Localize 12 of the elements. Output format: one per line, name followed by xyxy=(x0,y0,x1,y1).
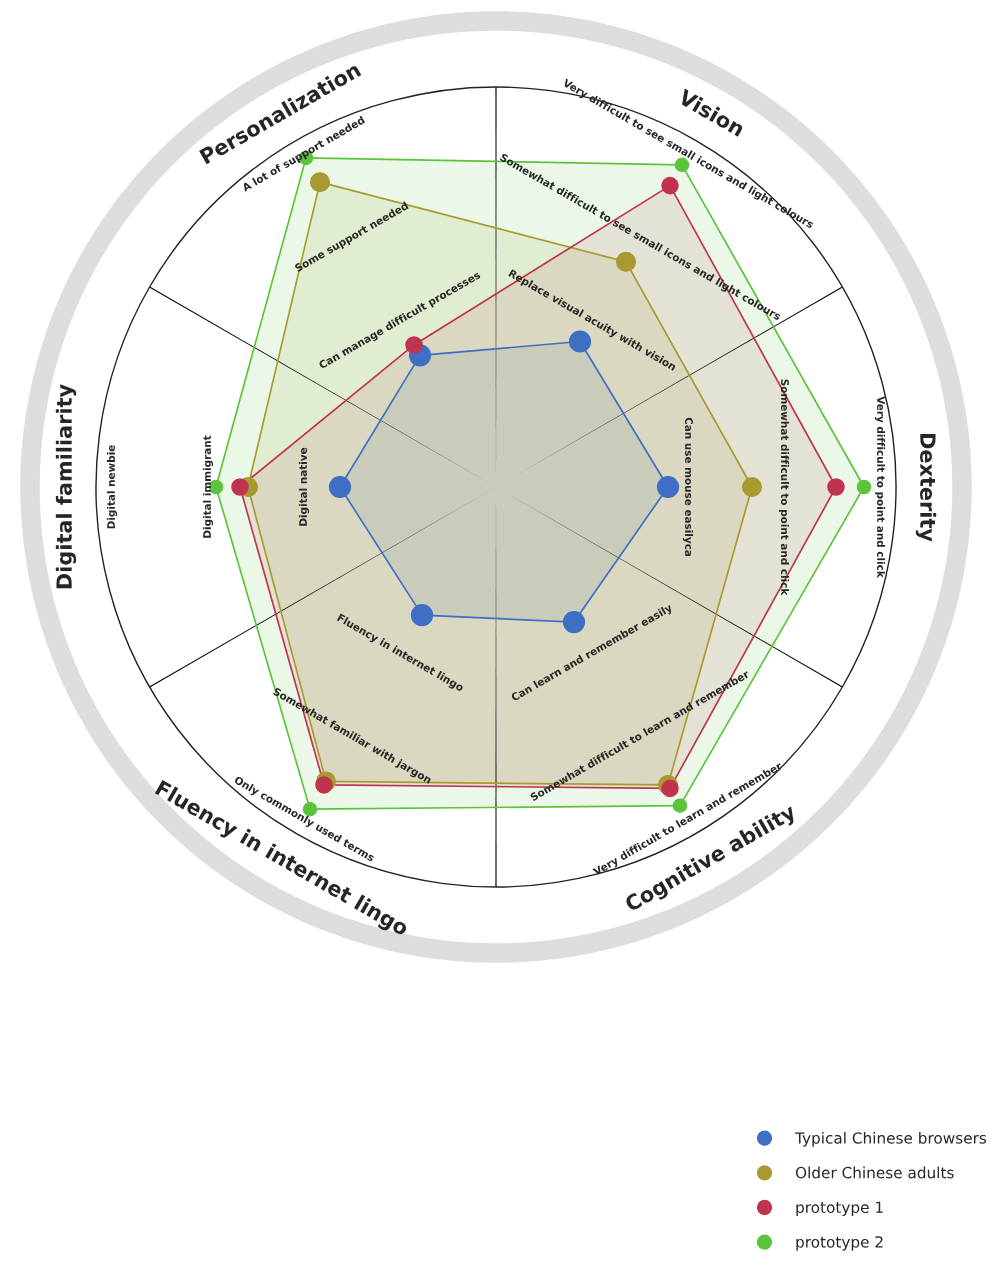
legend-label: prototype 1 xyxy=(796,1201,883,1216)
text: Can use mouse easilyca xyxy=(682,417,694,557)
text: Somewhat difficult to point and click xyxy=(778,379,790,596)
text: Digital immigrant xyxy=(202,435,214,538)
text: Digital native xyxy=(298,447,310,526)
legend-label: prototype 2 xyxy=(796,1236,883,1251)
spoke-label: Digital familiarity xyxy=(55,384,77,589)
text: Very difficult to point and click xyxy=(874,396,886,578)
text: Digital newbie xyxy=(106,445,118,529)
spoke-label: Dexterity xyxy=(915,433,937,542)
legend-label: Typical Chinese browsers xyxy=(795,1131,987,1147)
legend-label: Older Chinese adults xyxy=(795,1166,954,1179)
